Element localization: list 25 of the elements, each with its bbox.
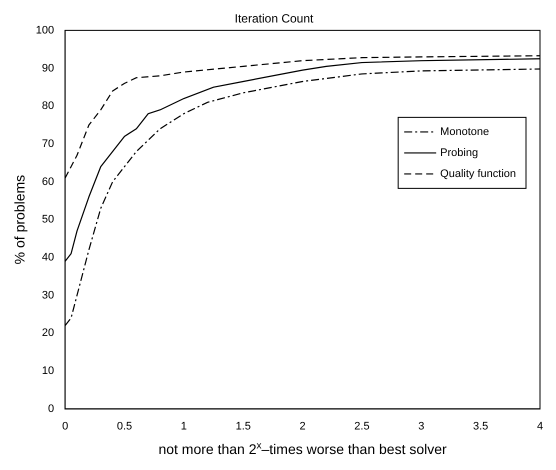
chart-title: Iteration Count [234,12,314,26]
y-tick-label: 20 [42,327,54,340]
x-tick-label: 0.5 [116,420,132,432]
x-tick-label: 3 [418,420,424,432]
x-tick-label: 3.5 [472,420,488,432]
y-tick-label: 10 [42,364,54,377]
y-tick-label: 40 [42,251,54,264]
legend-label: Monotone [440,126,490,138]
y-tick-label: 50 [42,214,54,226]
y-tick-label: 0 [48,402,54,415]
y-tick-label: 70 [42,138,54,150]
y-tick-label: 60 [42,176,54,188]
x-tick-label: 4 [536,420,544,432]
x-tick-label: 0 [62,420,68,432]
x-tick-label: 2.5 [354,420,370,432]
x-tick-label: 2 [300,420,306,432]
legend-label: Probing [440,146,478,159]
y-axis-title: % of problems [11,174,28,264]
legend-label: Quality function [440,168,516,180]
x-tick-label: 1 [180,420,187,432]
y-tick-label: 30 [42,289,54,302]
y-tick-label: 90 [42,62,54,74]
y-tick-label: 80 [42,100,54,112]
y-tick-label: 100 [36,24,54,36]
x-tick-label: 1.5 [236,420,251,432]
